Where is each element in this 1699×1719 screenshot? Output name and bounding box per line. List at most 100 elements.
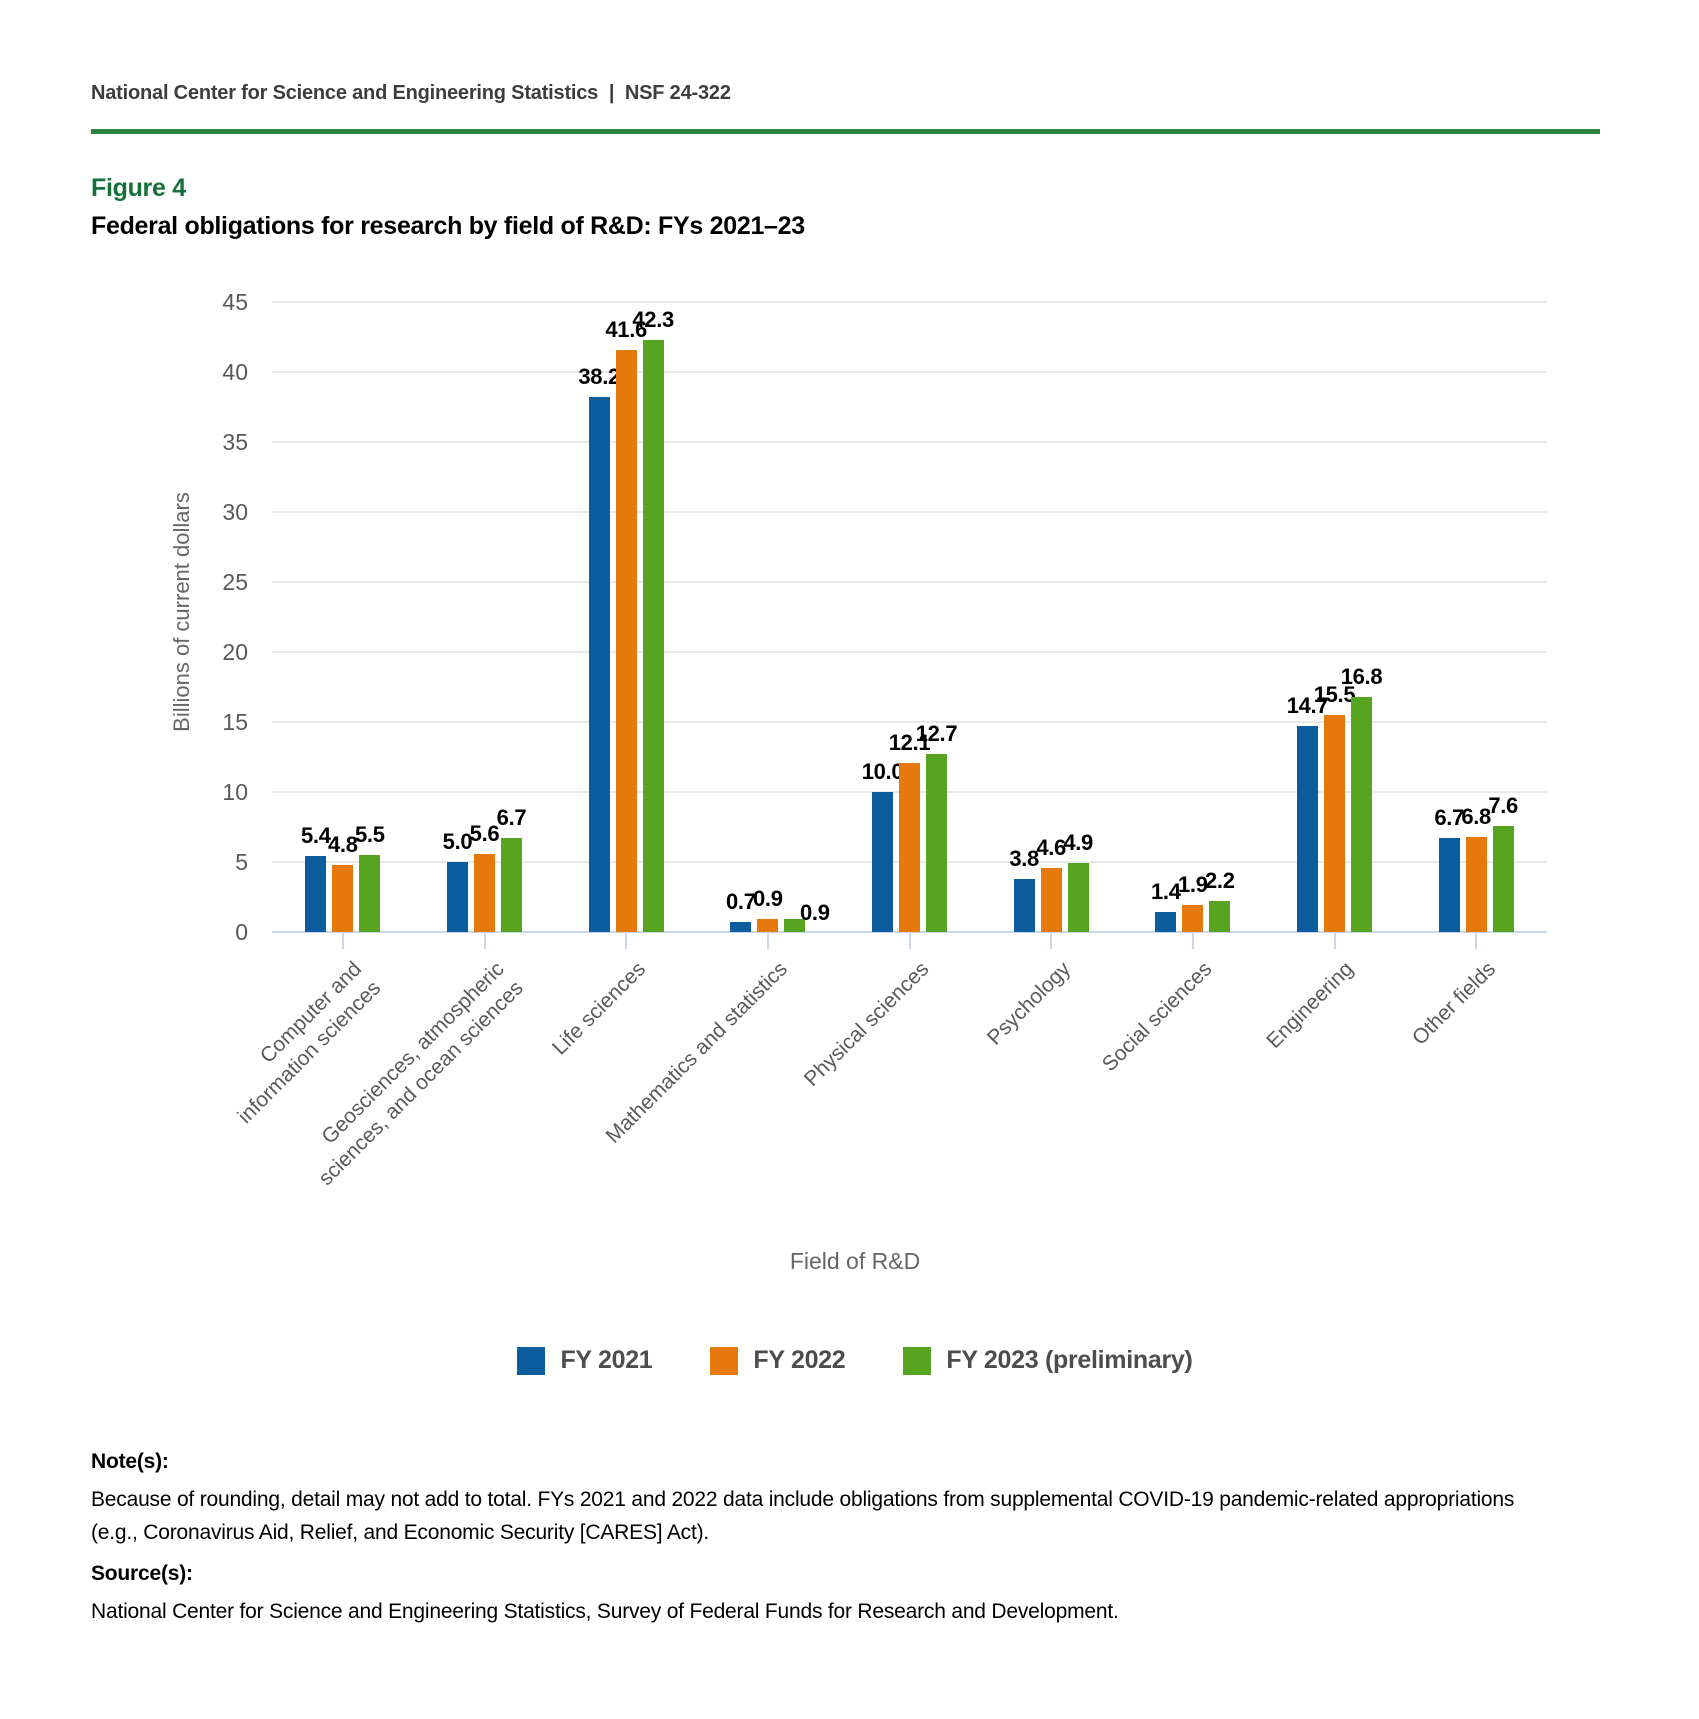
value-label: 6.8 bbox=[1461, 804, 1491, 829]
y-axis-tick-label: 40 bbox=[222, 359, 248, 385]
x-axis-category-label: Other fields bbox=[1407, 957, 1500, 1050]
bar bbox=[1040, 868, 1062, 932]
y-axis-tick-label: 30 bbox=[222, 499, 248, 525]
x-axis-category-label: Social sciences bbox=[1097, 957, 1217, 1077]
x-axis-category-label: Engineering bbox=[1262, 957, 1359, 1053]
y-axis-tick-label: 15 bbox=[222, 709, 248, 735]
value-label: 4.6 bbox=[1036, 835, 1066, 860]
source-body: National Center for Science and Engineer… bbox=[91, 1600, 1119, 1623]
y-gridline bbox=[272, 441, 1547, 443]
x-axis-tick bbox=[1050, 933, 1053, 949]
x-axis-tick bbox=[766, 933, 769, 949]
value-label: 0.9 bbox=[752, 886, 783, 911]
bar bbox=[1324, 715, 1345, 932]
x-axis-title: Field of R&D bbox=[789, 1248, 921, 1274]
value-label: 38.2 bbox=[578, 364, 620, 389]
bar bbox=[1465, 837, 1487, 932]
bar bbox=[474, 854, 495, 932]
value-label: 5.4 bbox=[300, 823, 331, 848]
x-axis-line bbox=[272, 931, 1547, 933]
legend-label: FY 2021 bbox=[560, 1346, 653, 1374]
bar bbox=[784, 919, 806, 932]
bar bbox=[305, 856, 327, 932]
x-axis-tick bbox=[341, 933, 344, 949]
value-label: 16.8 bbox=[1340, 664, 1383, 689]
value-label: 0.7 bbox=[725, 889, 756, 914]
x-axis-tick bbox=[1333, 933, 1336, 949]
x-axis-tick bbox=[908, 933, 911, 949]
value-label: 6.7 bbox=[1434, 805, 1464, 830]
value-label: 10.0 bbox=[861, 759, 904, 784]
y-gridline bbox=[272, 581, 1547, 583]
y-axis-tick-label: 0 bbox=[235, 919, 248, 945]
bar bbox=[615, 350, 637, 932]
bar bbox=[1182, 905, 1204, 932]
legend-swatch-icon bbox=[710, 1346, 739, 1375]
y-gridline bbox=[272, 511, 1547, 513]
value-label: 5.5 bbox=[354, 822, 385, 847]
legend-label: FY 2022 bbox=[753, 1346, 846, 1374]
legend-item[interactable]: FY 2022 bbox=[710, 1346, 846, 1375]
bar bbox=[1067, 863, 1089, 932]
x-axis-category-label: Psychology bbox=[982, 957, 1075, 1050]
x-axis-tick bbox=[1191, 933, 1194, 949]
bar bbox=[1013, 879, 1035, 932]
bar bbox=[872, 792, 893, 932]
y-axis-tick-label: 5 bbox=[235, 849, 248, 875]
value-label: 15.5 bbox=[1313, 682, 1356, 707]
value-label: 3.8 bbox=[1009, 846, 1039, 871]
bar bbox=[447, 862, 468, 932]
bar bbox=[757, 919, 779, 932]
value-label: 41.6 bbox=[605, 317, 647, 342]
bar bbox=[899, 763, 920, 932]
value-label: 12.7 bbox=[915, 721, 958, 746]
x-axis-category-label: Life sciences bbox=[547, 957, 650, 1060]
bar bbox=[588, 397, 610, 932]
bar bbox=[1351, 697, 1372, 932]
y-gridline bbox=[272, 301, 1547, 303]
value-label: 4.9 bbox=[1063, 830, 1093, 855]
y-gridline bbox=[272, 721, 1547, 723]
figure-label: Figure 4 bbox=[91, 174, 186, 202]
value-label: 2.2 bbox=[1204, 868, 1235, 893]
header-divider bbox=[91, 129, 1600, 134]
bar bbox=[926, 754, 947, 932]
legend-item[interactable]: FY 2021 bbox=[517, 1346, 653, 1375]
value-label: 7.6 bbox=[1488, 793, 1518, 818]
y-axis-title: Billions of current dollars bbox=[169, 492, 194, 732]
figure-title: Federal obligations for research by fiel… bbox=[91, 212, 805, 240]
value-label: 1.9 bbox=[1177, 872, 1208, 897]
chart-legend: FY 2021 FY 2022 FY 2023 (preliminary) bbox=[150, 1346, 1560, 1375]
bar bbox=[1209, 901, 1231, 932]
legend-swatch-icon bbox=[517, 1346, 546, 1375]
bar bbox=[501, 838, 522, 932]
x-axis-category-label: Physical sciences bbox=[799, 957, 934, 1091]
y-gridline bbox=[272, 651, 1547, 653]
legend-swatch-icon bbox=[903, 1346, 932, 1375]
value-label: 12.1 bbox=[888, 730, 931, 755]
source-heading: Source(s): bbox=[91, 1562, 193, 1585]
bar bbox=[1492, 826, 1514, 932]
y-axis-tick-label: 35 bbox=[222, 429, 248, 455]
value-label: 0.9 bbox=[799, 900, 830, 925]
bar bbox=[1297, 726, 1318, 932]
x-axis-tick bbox=[483, 933, 486, 949]
y-axis-tick-label: 25 bbox=[222, 569, 248, 595]
notes-body: Because of rounding, detail may not add … bbox=[91, 1488, 1515, 1544]
y-axis-tick-label: 10 bbox=[222, 779, 248, 805]
value-label: 1.4 bbox=[1150, 879, 1181, 904]
y-axis-tick-label: 20 bbox=[222, 639, 248, 665]
bar bbox=[730, 922, 752, 932]
x-axis-tick bbox=[625, 933, 628, 949]
report-header: National Center for Science and Engineer… bbox=[91, 82, 731, 104]
bar bbox=[1155, 912, 1177, 932]
bar bbox=[642, 340, 664, 932]
value-label: 5.0 bbox=[442, 829, 473, 854]
value-label: 14.7 bbox=[1286, 693, 1329, 718]
legend-label: FY 2023 (preliminary) bbox=[946, 1346, 1193, 1374]
notes-heading: Note(s): bbox=[91, 1450, 169, 1473]
value-label: 6.7 bbox=[496, 805, 527, 830]
value-label: 42.3 bbox=[632, 307, 674, 332]
legend-item[interactable]: FY 2023 (preliminary) bbox=[903, 1346, 1193, 1375]
